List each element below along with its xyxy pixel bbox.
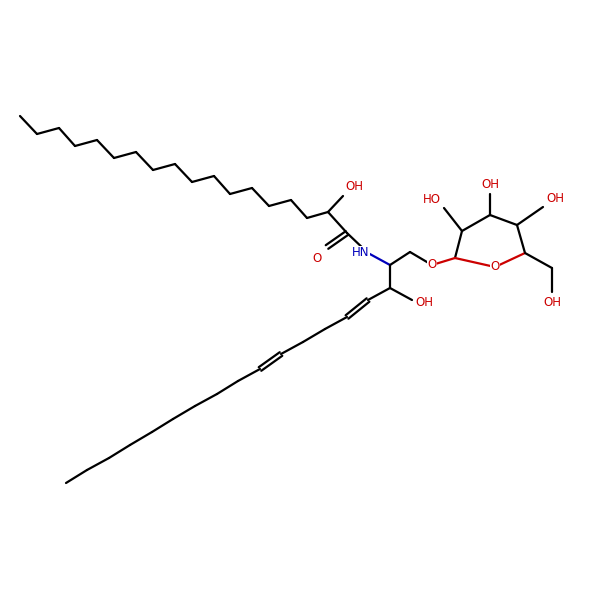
Text: OH: OH	[543, 296, 561, 309]
Text: HO: HO	[423, 193, 441, 206]
Text: HN: HN	[352, 247, 369, 259]
Text: OH: OH	[481, 178, 499, 191]
Text: O: O	[490, 260, 500, 274]
Text: O: O	[313, 252, 322, 265]
Text: O: O	[427, 259, 437, 271]
Text: OH: OH	[546, 192, 564, 205]
Text: OH: OH	[345, 180, 363, 193]
Text: OH: OH	[415, 295, 433, 308]
